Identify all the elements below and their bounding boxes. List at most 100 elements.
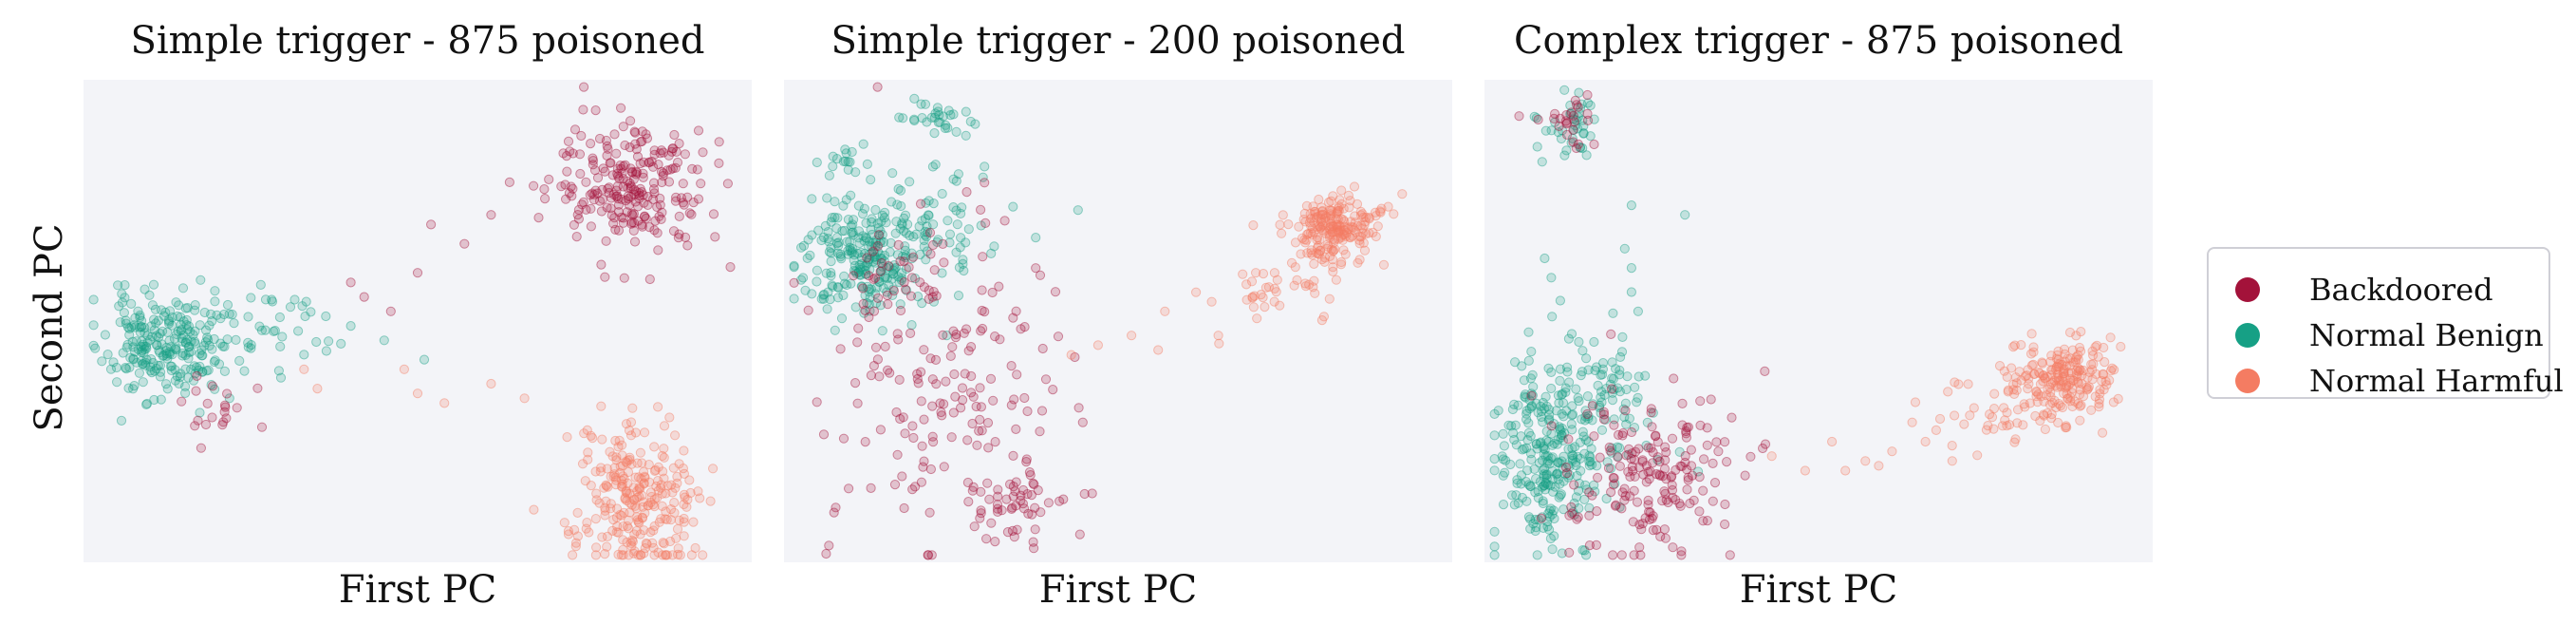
point-normal-benign bbox=[908, 232, 919, 242]
point-backdoored bbox=[635, 159, 645, 169]
point-backdoored bbox=[638, 168, 648, 179]
point-normal-benign bbox=[153, 360, 163, 370]
point-normal-benign bbox=[1521, 477, 1532, 487]
point-normal-benign bbox=[1529, 464, 1540, 474]
point-normal-benign bbox=[857, 281, 868, 292]
point-normal-benign bbox=[165, 361, 176, 371]
point-normal-harmful bbox=[1357, 228, 1368, 238]
point-normal-harmful bbox=[1339, 221, 1350, 232]
point-normal-harmful bbox=[1160, 306, 1170, 316]
point-normal-benign bbox=[859, 261, 869, 272]
point-normal-harmful bbox=[659, 452, 669, 463]
point-normal-harmful bbox=[572, 507, 583, 518]
point-normal-benign bbox=[877, 254, 887, 264]
point-normal-benign bbox=[932, 237, 943, 247]
point-normal-benign bbox=[898, 251, 908, 261]
point-normal-harmful bbox=[684, 475, 695, 485]
point-normal-benign bbox=[172, 311, 183, 322]
point-backdoored bbox=[976, 204, 986, 215]
point-normal-harmful bbox=[2036, 391, 2046, 402]
point-normal-benign bbox=[1597, 358, 1609, 369]
point-normal-benign bbox=[299, 350, 309, 360]
point-backdoored bbox=[608, 189, 619, 199]
point-normal-benign bbox=[884, 280, 894, 291]
point-normal-benign bbox=[126, 298, 137, 309]
point-backdoored bbox=[686, 209, 697, 219]
point-normal-harmful bbox=[658, 550, 668, 560]
point-backdoored bbox=[1546, 421, 1557, 431]
point-backdoored bbox=[1589, 139, 1599, 150]
point-normal-harmful bbox=[637, 490, 647, 501]
point-backdoored bbox=[613, 199, 625, 210]
point-normal-harmful bbox=[1294, 221, 1304, 232]
point-normal-harmful bbox=[671, 533, 681, 543]
point-normal-benign bbox=[945, 110, 956, 121]
point-backdoored bbox=[207, 381, 218, 391]
point-backdoored bbox=[978, 252, 988, 262]
point-normal-harmful bbox=[2099, 342, 2109, 353]
point-normal-benign bbox=[1532, 142, 1542, 152]
point-normal-benign bbox=[875, 238, 886, 249]
point-backdoored bbox=[607, 210, 617, 220]
point-normal-harmful bbox=[1959, 419, 1969, 429]
point-normal-benign bbox=[874, 276, 885, 287]
point-normal-harmful bbox=[1340, 249, 1351, 259]
point-backdoored bbox=[895, 256, 905, 267]
point-normal-benign bbox=[849, 265, 860, 275]
point-backdoored bbox=[1657, 471, 1668, 482]
point-normal-benign bbox=[137, 315, 147, 326]
point-normal-benign bbox=[976, 220, 986, 231]
point-normal-harmful bbox=[1326, 211, 1336, 221]
point-normal-harmful bbox=[1316, 214, 1326, 224]
point-backdoored bbox=[641, 213, 651, 224]
point-normal-benign bbox=[146, 368, 158, 378]
point-normal-benign bbox=[849, 255, 859, 266]
point-normal-benign bbox=[951, 126, 961, 138]
point-normal-benign bbox=[873, 247, 884, 257]
point-backdoored bbox=[1533, 114, 1543, 125]
point-normal-harmful bbox=[1305, 209, 1316, 219]
point-normal-benign bbox=[845, 242, 855, 253]
point-normal-benign bbox=[159, 311, 170, 321]
point-normal-benign bbox=[1571, 492, 1582, 502]
point-normal-harmful bbox=[672, 471, 682, 482]
point-normal-benign bbox=[855, 264, 866, 275]
point-backdoored bbox=[959, 328, 969, 338]
point-backdoored bbox=[1007, 525, 1017, 536]
point-backdoored bbox=[674, 211, 684, 221]
point-normal-benign bbox=[171, 345, 181, 355]
point-normal-benign bbox=[126, 322, 137, 332]
point-normal-benign bbox=[875, 225, 886, 237]
point-normal-benign bbox=[183, 342, 195, 352]
point-normal-harmful bbox=[2094, 394, 2105, 405]
point-normal-benign bbox=[866, 224, 876, 235]
point-normal-benign bbox=[958, 255, 968, 265]
point-normal-harmful bbox=[2104, 375, 2115, 386]
point-normal-benign bbox=[1567, 401, 1577, 411]
point-backdoored bbox=[1621, 450, 1632, 461]
point-backdoored bbox=[1659, 464, 1671, 474]
point-normal-harmful bbox=[1247, 292, 1258, 302]
point-normal-harmful bbox=[2101, 380, 2112, 390]
point-backdoored bbox=[1625, 491, 1635, 502]
point-normal-harmful bbox=[2058, 371, 2068, 383]
x-axis-label: First PC bbox=[338, 568, 497, 612]
point-normal-harmful bbox=[2069, 396, 2081, 407]
panel-complex-875: Complex trigger - 875 poisoned First PC bbox=[1484, 0, 2153, 644]
point-normal-benign bbox=[860, 248, 870, 259]
point-normal-benign bbox=[1587, 415, 1597, 426]
point-normal-harmful bbox=[1355, 232, 1367, 242]
point-normal-benign bbox=[1513, 498, 1523, 508]
point-normal-benign bbox=[1539, 471, 1549, 482]
plot-area bbox=[1484, 80, 2153, 562]
point-normal-benign bbox=[128, 342, 139, 352]
point-normal-benign bbox=[1561, 362, 1573, 372]
point-backdoored bbox=[866, 370, 877, 381]
point-normal-harmful bbox=[2020, 402, 2030, 412]
point-normal-benign bbox=[867, 229, 877, 240]
point-backdoored bbox=[1016, 495, 1026, 506]
point-normal-benign bbox=[182, 303, 193, 313]
point-normal-benign bbox=[133, 344, 143, 354]
point-normal-benign bbox=[922, 246, 932, 256]
point-normal-benign bbox=[1557, 389, 1567, 400]
